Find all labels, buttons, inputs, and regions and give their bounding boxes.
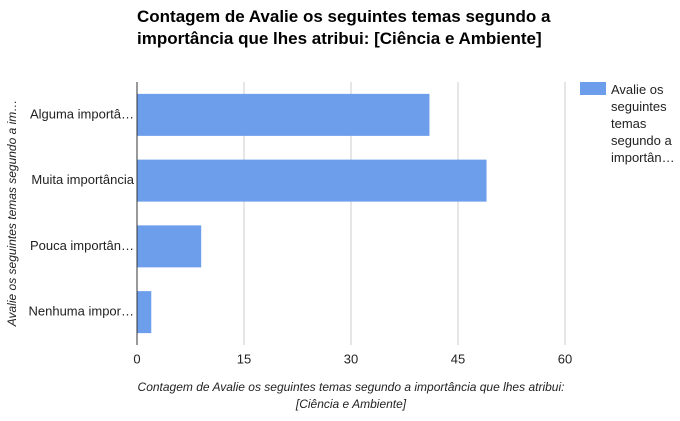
chart-title: Contagem de Avalie os seguintes temas se… — [137, 7, 551, 48]
y-tick-label: Muita importância — [31, 172, 134, 187]
y-tick-label: Pouca importân… — [30, 238, 134, 253]
bar — [137, 93, 430, 136]
x-tick-label: 45 — [451, 351, 465, 366]
x-tick-label: 60 — [558, 351, 572, 366]
x-axis-label: Contagem de Avalie os seguintes temas se… — [137, 380, 565, 411]
y-tick-label: Nenhuma impor… — [29, 304, 135, 319]
bar — [137, 225, 202, 268]
legend-swatch — [580, 82, 606, 95]
x-tick-label: 30 — [344, 351, 358, 366]
y-axis-label: Avalie os seguintes temas segundo a im… — [5, 100, 19, 328]
y-tick-label: Alguma importâ… — [30, 106, 134, 121]
x-tick-label: 15 — [237, 351, 251, 366]
bar — [137, 159, 487, 202]
legend-label: Avalie os seguintes temas segundo a impo… — [611, 82, 675, 165]
x-tick-label: 0 — [133, 351, 140, 366]
bar — [137, 291, 152, 334]
